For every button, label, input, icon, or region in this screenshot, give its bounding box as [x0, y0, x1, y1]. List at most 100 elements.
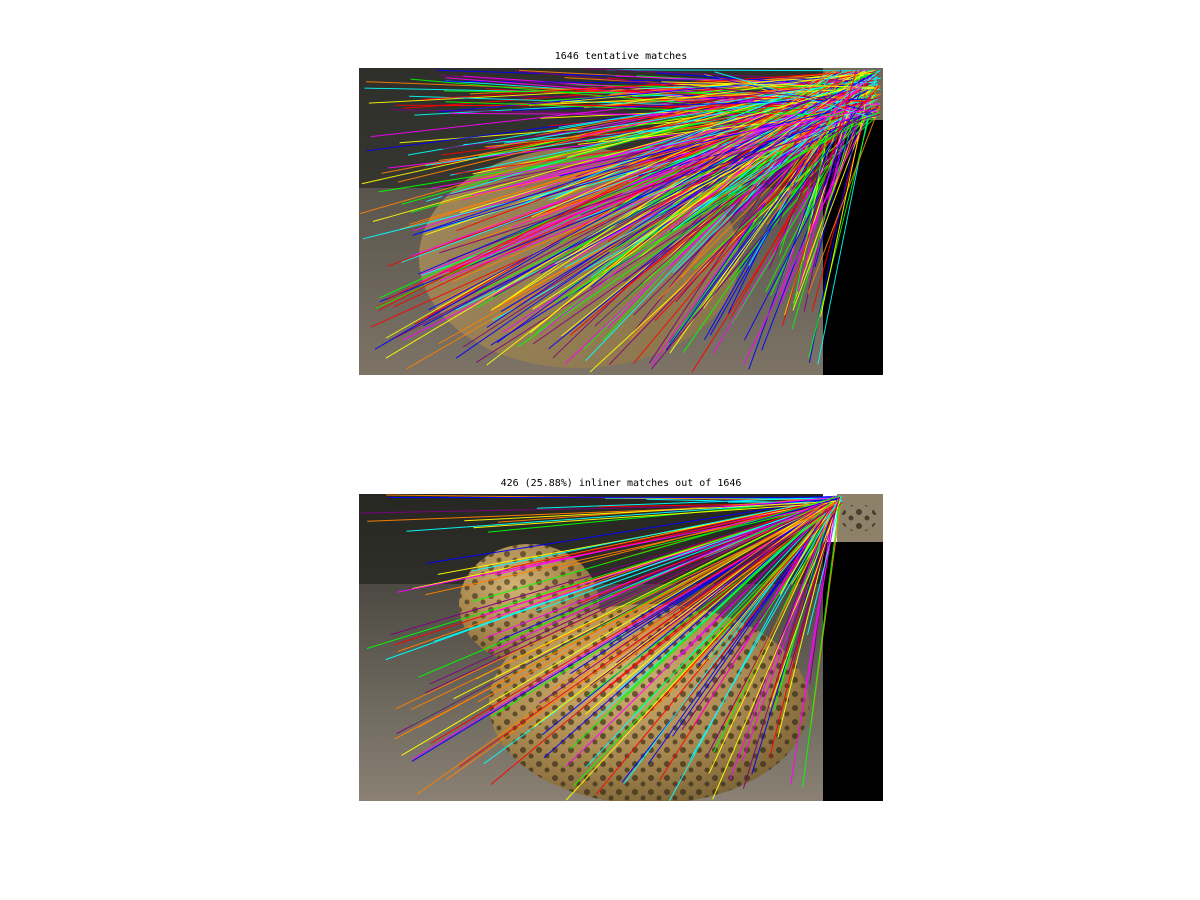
- match-line: [475, 499, 835, 680]
- match-line: [533, 499, 834, 727]
- match-line: [536, 496, 843, 509]
- match-line: [439, 76, 836, 113]
- match-line: [423, 89, 869, 327]
- match-line: [739, 102, 864, 270]
- match-line: [729, 502, 834, 781]
- leopard-body-spots: [489, 604, 809, 801]
- match-line: [514, 70, 837, 100]
- match-line: [742, 496, 834, 789]
- match-line: [472, 495, 840, 602]
- match-line: [807, 105, 881, 294]
- match-line: [510, 496, 842, 568]
- match-line: [385, 497, 843, 661]
- match-line: [714, 71, 872, 118]
- match-line: [606, 69, 873, 72]
- match-line: [566, 498, 835, 612]
- match-line: [690, 499, 839, 759]
- top-panel-title: 1646 tentative matches: [554, 51, 688, 62]
- match-line: [712, 501, 841, 800]
- match-line: [464, 500, 836, 522]
- match-line: [800, 503, 838, 721]
- match-line: [647, 499, 838, 765]
- match-line: [472, 496, 842, 572]
- match-line: [792, 103, 833, 308]
- match-line: [695, 69, 835, 174]
- bottom-match-image: [359, 494, 883, 801]
- black-matte-bottom: [823, 542, 883, 801]
- match-line: [504, 104, 838, 316]
- match-line: [764, 117, 839, 204]
- match-line: [390, 501, 842, 636]
- match-line: [666, 501, 842, 617]
- match-line: [473, 502, 840, 529]
- match-line: [410, 87, 866, 257]
- match-line: [582, 84, 831, 149]
- match-line: [372, 87, 850, 222]
- match-line: [743, 105, 867, 341]
- match-line: [802, 501, 841, 787]
- match-line: [668, 75, 843, 101]
- match-line: [721, 496, 839, 508]
- match-line: [520, 70, 847, 206]
- match-line: [418, 500, 834, 678]
- match-line: [396, 104, 851, 108]
- match-line: [797, 106, 849, 293]
- match-line: [782, 70, 857, 326]
- match-line: [421, 72, 842, 100]
- match-line: [411, 502, 843, 710]
- match-line: [577, 113, 849, 145]
- match-line: [802, 86, 879, 173]
- match-line: [693, 109, 855, 212]
- match-lines-top: [359, 68, 882, 373]
- top-match-panel: [359, 68, 883, 375]
- match-line: [748, 109, 843, 370]
- match-line: [650, 91, 846, 212]
- match-line: [426, 497, 836, 564]
- match-line: [387, 80, 840, 300]
- match-line: [569, 499, 835, 750]
- match-line: [587, 503, 840, 697]
- match-line: [486, 71, 866, 366]
- match-line: [681, 502, 844, 731]
- match-line: [731, 110, 863, 325]
- match-line: [554, 115, 867, 303]
- match-line: [379, 71, 876, 299]
- bottom-match-panel: [359, 494, 883, 801]
- bottom-panel-title: 426 (25.88%) inliner matches out of 1646: [500, 478, 742, 489]
- match-line: [396, 499, 837, 735]
- match-line: [585, 500, 836, 768]
- match-line: [512, 98, 868, 111]
- match-line: [540, 108, 841, 274]
- match-line: [564, 76, 871, 365]
- match-line: [642, 502, 843, 720]
- match-line: [583, 83, 853, 109]
- match-line: [439, 74, 831, 106]
- match-line: [529, 83, 833, 334]
- match-line: [378, 70, 837, 311]
- top-match-image: [359, 68, 883, 375]
- match-line: [394, 501, 838, 740]
- match-line: [807, 496, 842, 635]
- match-line: [517, 106, 870, 348]
- match-line: [424, 499, 836, 694]
- match-line: [724, 496, 842, 726]
- thumbnail-leopard: [841, 504, 877, 532]
- match-line: [668, 497, 835, 801]
- match-line: [661, 81, 874, 88]
- match-line: [439, 112, 863, 282]
- match-line: [810, 502, 842, 727]
- match-line: [790, 498, 836, 785]
- match-line: [559, 111, 832, 177]
- match-line: [742, 115, 869, 366]
- match-line: [787, 500, 840, 675]
- match-line: [638, 111, 872, 211]
- match-line: [430, 109, 868, 189]
- match-line: [779, 499, 836, 595]
- match-line: [816, 502, 836, 528]
- match-lines-bottom: [360, 494, 844, 801]
- match-line: [820, 103, 866, 317]
- match-line: [769, 503, 834, 759]
- match-line: [416, 496, 835, 795]
- match-line: [394, 500, 834, 646]
- match-line: [385, 92, 832, 359]
